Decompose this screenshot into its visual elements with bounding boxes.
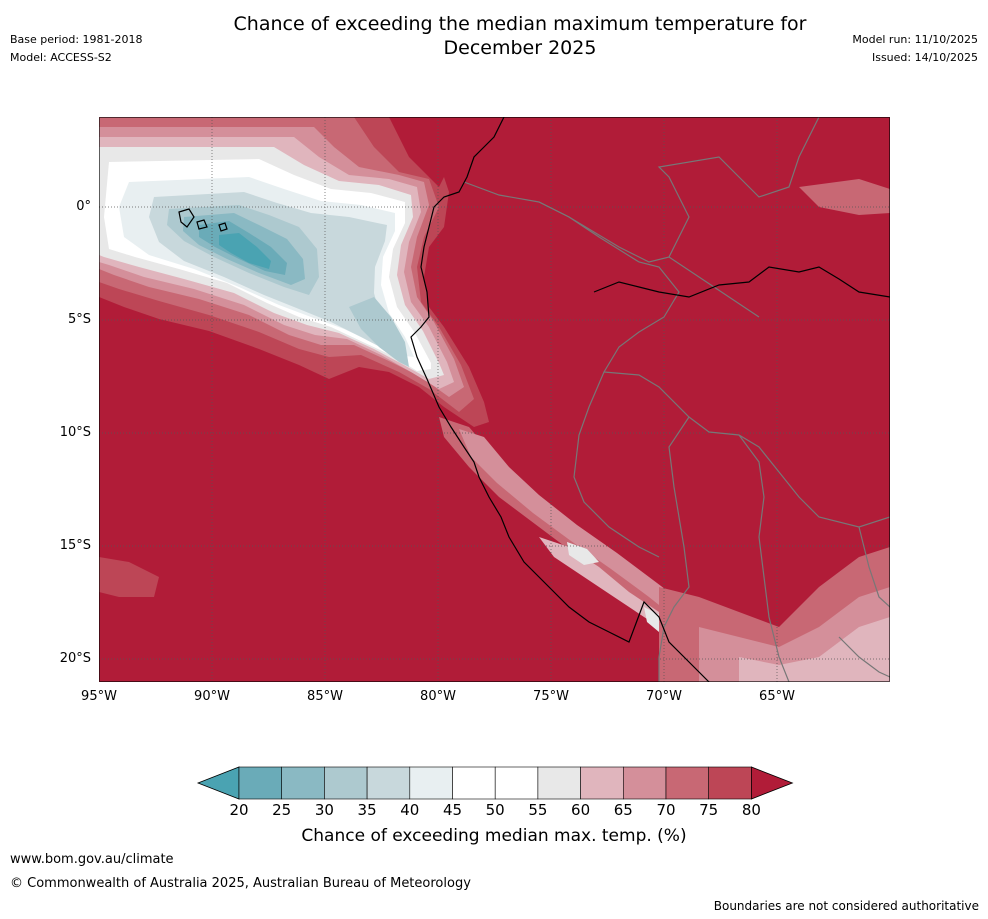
colorbar-cell-45-50 [452,766,496,800]
colorbar-cell-50-55 [494,766,539,800]
colorbar-tick-50: 50 [485,801,505,819]
colorbar-tick-30: 30 [314,801,334,819]
colorbar-cell-25-30 [281,766,325,800]
meta-right: Model run: 11/10/2025 Issued: 14/10/2025 [852,31,978,67]
colorbar-label: Chance of exceeding median max. temp. (%… [301,826,687,846]
footer-url[interactable]: www.bom.gov.au/climate [10,852,174,867]
colorbar-tick-75: 75 [699,801,719,819]
colorbar-arrow-high [751,766,794,800]
lon-tick-95w: 95°W [81,689,117,704]
lon-tick-65w: 65°W [759,689,795,704]
colorbar-tick-25: 25 [272,801,292,819]
colorbar-cell-70-75 [665,766,710,800]
lat-tick-10s: 10°S [59,425,91,440]
lon-tick-75w: 75°W [533,689,569,704]
colorbar-cell-35-40 [366,766,411,800]
se-band-60 [739,617,890,682]
colorbar-tick-20: 20 [229,801,249,819]
coastline [178,117,890,682]
colorbar-tick-80: 80 [741,801,761,819]
band-35-40-east [349,297,409,367]
colorbar-cell-20-25 [238,766,283,800]
lon-tick-80w: 80°W [420,689,456,704]
colorbar-tick-65: 65 [613,801,633,819]
lon-tick-90w: 90°W [194,689,230,704]
country-borders [463,117,890,682]
map-title: Chance of exceeding the median maximum t… [233,13,807,59]
colorbar-cell-55-60 [537,766,581,800]
model-run-text: Model run: 11/10/2025 [852,33,978,46]
colorbar-tick-45: 45 [442,801,463,819]
colorbar-tick-60: 60 [571,801,591,819]
colorbar-tick-55: 55 [528,801,548,819]
sw-patch-70 [99,557,159,597]
meta-left: Base period: 1981-2018 Model: ACCESS-S2 [10,31,142,67]
lat-tick-0: 0° [76,199,91,214]
colorbar-cell-75-80 [708,766,752,800]
band-below-20 [219,233,271,269]
colorbar-cell-60-65 [580,766,624,800]
colorbar [196,766,794,800]
probability-map [99,117,890,682]
colorbar-arrow-low [196,766,240,800]
footer-disclaimer: Boundaries are not considered authoritat… [713,899,979,913]
colorbar-tick-40: 40 [400,801,420,819]
lat-tick-15s: 15°S [59,538,91,553]
colorbar-tick-35: 35 [357,801,377,819]
lon-tick-85w: 85°W [307,689,343,704]
base-period-text: Base period: 1981-2018 [10,33,143,46]
map-frame [99,117,890,682]
lat-tick-5s: 5°S [67,312,91,327]
issued-text: Issued: 14/10/2025 [871,51,978,64]
footer-copyright: © Commonwealth of Australia 2025, Austra… [10,876,471,891]
colorbar-tick-70: 70 [656,801,676,819]
model-text: Model: ACCESS-S2 [10,51,112,64]
graticule [99,117,890,682]
lon-tick-70w: 70°W [646,689,682,704]
colorbar-cell-30-35 [324,766,368,800]
north-patch-70 [799,179,890,215]
colorbar-cell-65-70 [622,766,667,800]
coastal-band-55 [567,542,599,565]
lat-tick-20s: 20°S [59,651,91,666]
colorbar-cell-40-45 [409,766,453,800]
